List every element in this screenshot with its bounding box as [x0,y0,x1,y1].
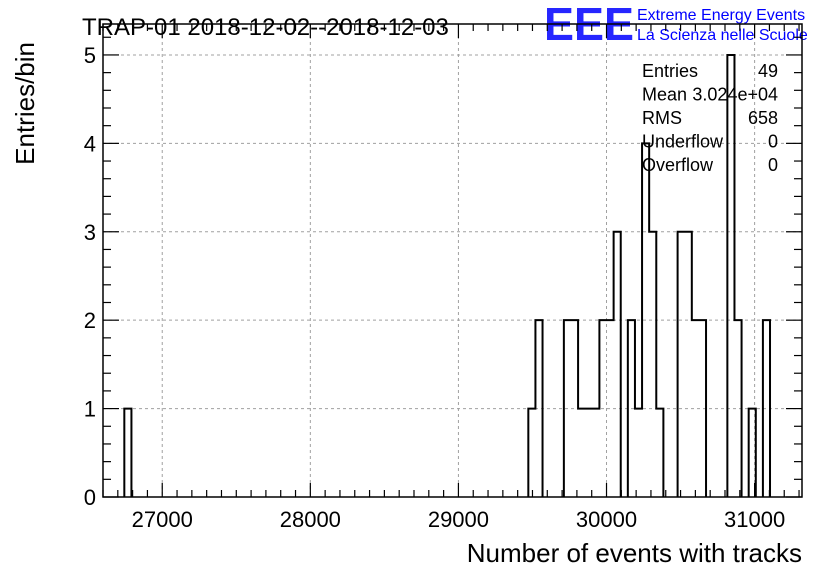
x-tick-label: 31000 [724,507,785,532]
histogram-bin [649,232,656,497]
histogram-bin [656,409,663,497]
logo-line-1: Extreme Energy Events [637,7,805,24]
stats-label: Entries [642,61,698,81]
y-axis-label: Entries/bin [10,42,40,165]
axes [102,23,803,498]
grid [103,24,802,497]
logo-mark: EEE [544,0,634,50]
stats-label: Overflow [642,155,714,175]
stats-value: 0 [768,132,778,152]
histogram-bin [685,232,692,497]
histogram-outline [123,53,772,497]
stats-value: 0 [768,155,778,175]
histogram-bin [585,409,592,497]
tick-labels: 27000 28000 29000 30000 31000 0 1 2 3 4 5 [84,43,785,532]
stats-box: Entries 49 Mean 3.024e+04 RMS 658 Underflow 0 Ov… [642,61,778,175]
stats-label: Underflow [642,132,724,152]
y-tick-label: 5 [84,43,96,68]
stats-value: 658 [748,108,778,128]
histogram-bin [592,409,599,497]
y-tick-label: 1 [84,397,96,422]
y-tick-label: 0 [84,485,96,510]
stats-label: RMS [642,108,682,128]
logo-line-2: La Scienza nelle Scuole [637,27,808,44]
stats-value: 3.024e+04 [692,85,778,105]
y-tick-label: 2 [84,308,96,333]
x-tick-label: 27000 [132,507,193,532]
y-tick-label: 3 [84,220,96,245]
x-tick-label: 28000 [280,507,341,532]
plot-frame [102,23,803,498]
histogram-bin [578,409,585,497]
x-axis-label: Number of events with tracks [467,538,802,568]
histogram-bin [124,409,131,497]
histogram-bin [727,55,734,497]
histogram-bin [528,409,535,497]
histogram-line [123,53,772,497]
eee-logo: EEE Extreme Energy Events La Scienza nel… [544,0,808,50]
histogram-bin [678,232,685,497]
histogram-bin [614,232,621,497]
x-tick-label: 29000 [428,507,489,532]
stats-label: Mean [642,85,687,105]
stats-value: 49 [758,61,778,81]
y-tick-label: 4 [84,131,96,156]
x-tick-label: 30000 [576,507,637,532]
histogram-bin [635,409,642,497]
